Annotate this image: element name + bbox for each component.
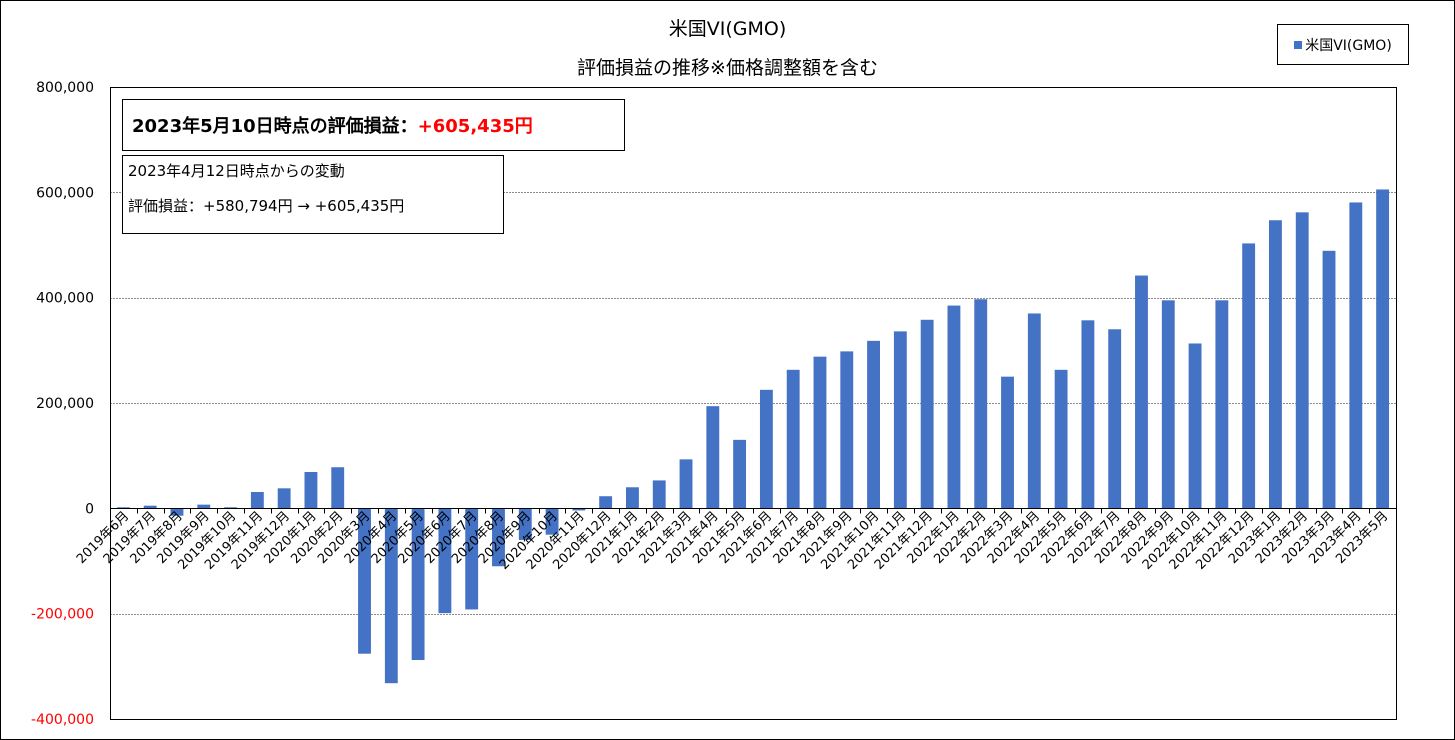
bar (840, 351, 854, 509)
bar (733, 439, 747, 509)
legend: 米国VI(GMO) (1277, 24, 1409, 65)
bar (572, 508, 586, 511)
bar (1349, 202, 1363, 509)
bar (626, 487, 639, 509)
legend-swatch (1294, 40, 1303, 49)
bar (411, 508, 425, 661)
bar (1161, 300, 1175, 509)
current-value-label: 2023年5月10日時点の評価損益： (132, 116, 418, 137)
y-tick-label: -400,000 (31, 712, 94, 728)
bar (893, 331, 907, 509)
change-box: 2023年4月12日時点からの変動 評価損益：+580,794円 → +605,… (122, 155, 504, 234)
current-value-box: 2023年5月10日時点の評価損益： +605,435円 (122, 99, 625, 151)
bar (813, 356, 827, 509)
bar (759, 389, 773, 509)
bar (947, 305, 961, 509)
y-tick-label: 0 (85, 501, 94, 517)
current-value: +605,435円 (417, 116, 533, 137)
bar (1322, 250, 1336, 509)
bar (920, 319, 934, 509)
bar (652, 480, 666, 509)
bar (197, 504, 211, 509)
bar (1269, 220, 1282, 509)
bar (867, 340, 880, 509)
bar (679, 459, 693, 509)
bar (1081, 320, 1095, 509)
bar (518, 508, 532, 540)
bar (1054, 369, 1068, 509)
bar (492, 508, 505, 567)
bar (545, 508, 559, 535)
bar (304, 471, 318, 509)
change-detail: 評価損益：+580,794円 → +605,435円 (128, 197, 405, 215)
bar (384, 508, 398, 684)
bar (170, 508, 184, 516)
bar (116, 507, 130, 509)
change-title: 2023年4月12日時点からの変動 (128, 162, 345, 180)
y-tick-label: -200,000 (31, 607, 94, 623)
bar (250, 492, 264, 509)
y-tick-label: 800,000 (36, 80, 94, 96)
legend-label: 米国VI(GMO) (1305, 37, 1392, 54)
bar (1295, 212, 1309, 509)
bar (358, 508, 371, 654)
bar (1242, 243, 1256, 509)
bar (786, 369, 800, 509)
bar (465, 508, 479, 610)
bar (1135, 275, 1148, 509)
bar (599, 496, 613, 509)
y-tick-label: 400,000 (36, 291, 94, 307)
y-tick-label: 200,000 (36, 396, 94, 412)
bar (143, 505, 157, 509)
bar (1027, 313, 1041, 509)
plot-area-border (110, 87, 1397, 720)
bar (974, 299, 988, 509)
bar (1001, 376, 1014, 509)
bar (277, 488, 291, 509)
bar (1108, 329, 1122, 509)
bar (331, 467, 345, 509)
bar (1376, 189, 1390, 509)
bar (1215, 300, 1229, 509)
bar (224, 507, 237, 509)
y-tick-label: 600,000 (36, 185, 94, 201)
bar (438, 508, 452, 614)
chart-title: 米国VI(GMO) (668, 18, 787, 40)
bar (1188, 343, 1202, 509)
chart-subtitle: 評価損益の推移※価格調整額を含む (577, 57, 878, 79)
bar (706, 406, 720, 509)
